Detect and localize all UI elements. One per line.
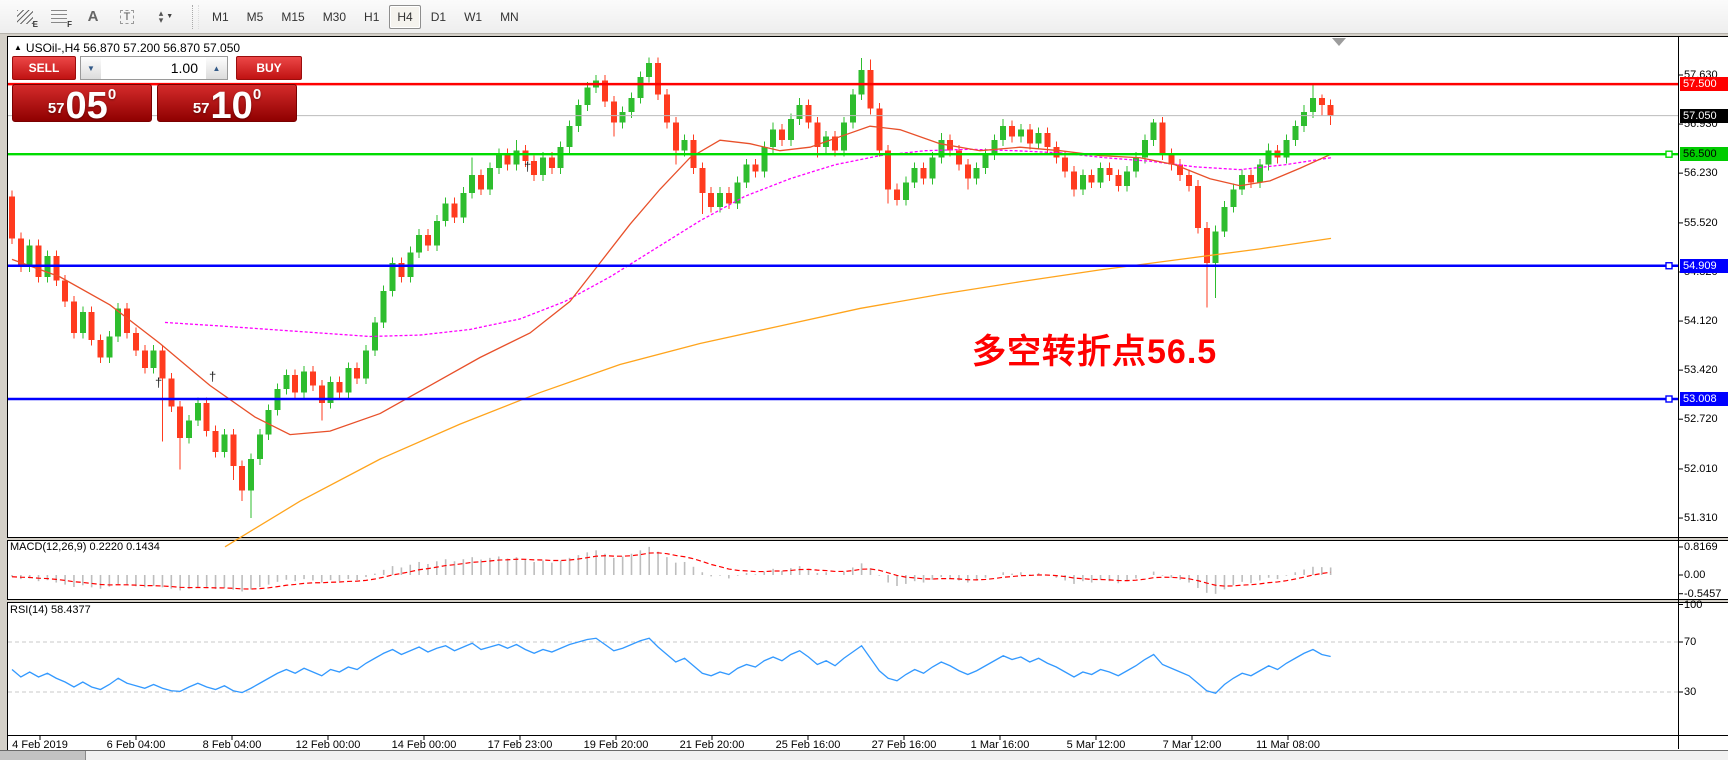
sell-price-display[interactable]: 57 05 0 (12, 84, 152, 125)
price-level-badge: 57.050 (1680, 108, 1728, 123)
time-axis-label: 19 Feb 20:00 (583, 739, 649, 751)
rsi-label: RSI(14) 58.4377 (10, 604, 91, 616)
text-label-icon[interactable]: T (111, 3, 143, 31)
rsi-pane-resizer[interactable] (7, 599, 1728, 603)
price-axis-tick-label: 54.120 (1684, 315, 1718, 328)
collapse-icon[interactable]: ▲ (14, 43, 22, 52)
macd-label: MACD(12,26,9) 0.2220 0.1434 (10, 541, 160, 553)
window-bottom-border (0, 750, 1728, 751)
price-axis-border (1678, 37, 1679, 749)
time-axis-label: 11 Mar 08:00 (1255, 739, 1321, 751)
macd-pane-resizer[interactable] (7, 537, 1728, 541)
time-axis-border (7, 735, 1728, 736)
time-axis-label: 4 Feb 2019 (12, 739, 68, 751)
timeframe-button-d1[interactable]: D1 (430, 9, 447, 24)
timeframe-button-h4[interactable]: H4 (389, 4, 421, 29)
time-axis-label: 6 Feb 04:00 (106, 739, 166, 751)
time-axis-label: 17 Feb 23:00 (487, 739, 553, 751)
price-level-badge: 54.909 (1680, 258, 1728, 273)
price-level-badge: 56.500 (1680, 147, 1728, 162)
volume-decrease-button[interactable]: ▼ (80, 56, 102, 80)
price-axis-tick-label: 52.010 (1684, 462, 1718, 475)
macd-axis-label: -0.5457 (1684, 587, 1722, 600)
symbol-quote-text: USOil-,H4 56.870 57.200 56.870 57.050 (25, 41, 241, 55)
rsi-axis-label: 100 (1684, 598, 1703, 611)
time-axis-label: 12 Feb 00:00 (295, 739, 361, 751)
timeframe-button-m15[interactable]: M15 (281, 9, 305, 24)
price-axis-tick-label: 56.230 (1684, 167, 1718, 180)
timeframe-button-mn[interactable]: MN (500, 9, 519, 24)
chevron-down-icon[interactable]: ▼ (166, 13, 174, 20)
timeframe-button-m1[interactable]: M1 (212, 9, 229, 24)
equidistant-channel-icon[interactable]: E (9, 3, 41, 31)
sell-button[interactable]: SELL (12, 56, 76, 80)
volume-increase-button[interactable]: ▲ (206, 56, 228, 80)
price-level-badge: 57.500 (1680, 77, 1728, 92)
volume-input[interactable] (101, 56, 206, 80)
time-axis-label: 27 Feb 16:00 (871, 739, 937, 751)
horizontal-scrollbar[interactable] (0, 751, 1728, 760)
time-axis-label: 14 Feb 00:00 (391, 739, 457, 751)
chart-annotation-text: 多空转折点56.5 (972, 333, 1218, 371)
price-axis-tick-label: 55.520 (1684, 216, 1718, 229)
deal-marker-icon: † (209, 369, 217, 384)
price-axis-tick-label: 52.720 (1684, 413, 1718, 426)
text-icon[interactable]: A (87, 8, 99, 25)
price-level-badge: 53.008 (1680, 392, 1728, 406)
time-axis-label: 1 Mar 16:00 (970, 739, 1030, 751)
symbol-quote-bar: ▲ USOil-,H4 56.870 57.200 56.870 57.050 (14, 41, 240, 55)
deal-marker-icon: † (524, 159, 532, 174)
timeframe-button-m30[interactable]: M30 (322, 9, 347, 24)
timeframe-button-m5[interactable]: M5 (246, 9, 264, 24)
timeframe-button-w1[interactable]: W1 (464, 9, 483, 24)
macd-axis-label: 0.00 (1684, 569, 1706, 581)
timeframe-buttons: M1 M5 M15 M30 H1 H4 D1 W1 MN (203, 4, 528, 29)
time-axis-label: 5 Mar 12:00 (1066, 739, 1126, 751)
price-axis-tick-label: 51.310 (1684, 512, 1718, 525)
timeframe-button-h1[interactable]: H1 (364, 9, 380, 24)
buy-button[interactable]: BUY (236, 56, 302, 80)
rsi-axis-label: 70 (1684, 636, 1697, 648)
macd-axis-label: 0.8169 (1684, 540, 1718, 553)
time-axis-label: 7 Mar 12:00 (1162, 739, 1222, 751)
scrollbar-thumb[interactable] (85, 751, 1728, 760)
chart-shift-marker-icon[interactable] (1332, 38, 1346, 46)
time-axis-label: 8 Feb 04:00 (202, 739, 262, 751)
toolbar-separator (192, 4, 199, 29)
time-axis-label: 21 Feb 20:00 (679, 739, 745, 751)
buy-price-display[interactable]: 57 10 0 (157, 84, 297, 125)
time-axis-label: 25 Feb 16:00 (775, 739, 841, 751)
rsi-axis-label: 30 (1684, 686, 1697, 698)
fibonacci-icon[interactable]: F (43, 3, 75, 31)
price-axis-tick-label: 53.420 (1684, 364, 1718, 377)
arrows-icon[interactable]: ▴ ▾ ▼ (158, 7, 174, 25)
top-toolbar: E F A T ▴ ▾ ▼ M1 M5 M15 M30 H1 H4 D1 W1 MN (0, 0, 1728, 34)
deal-marker-icon: † (155, 375, 163, 390)
